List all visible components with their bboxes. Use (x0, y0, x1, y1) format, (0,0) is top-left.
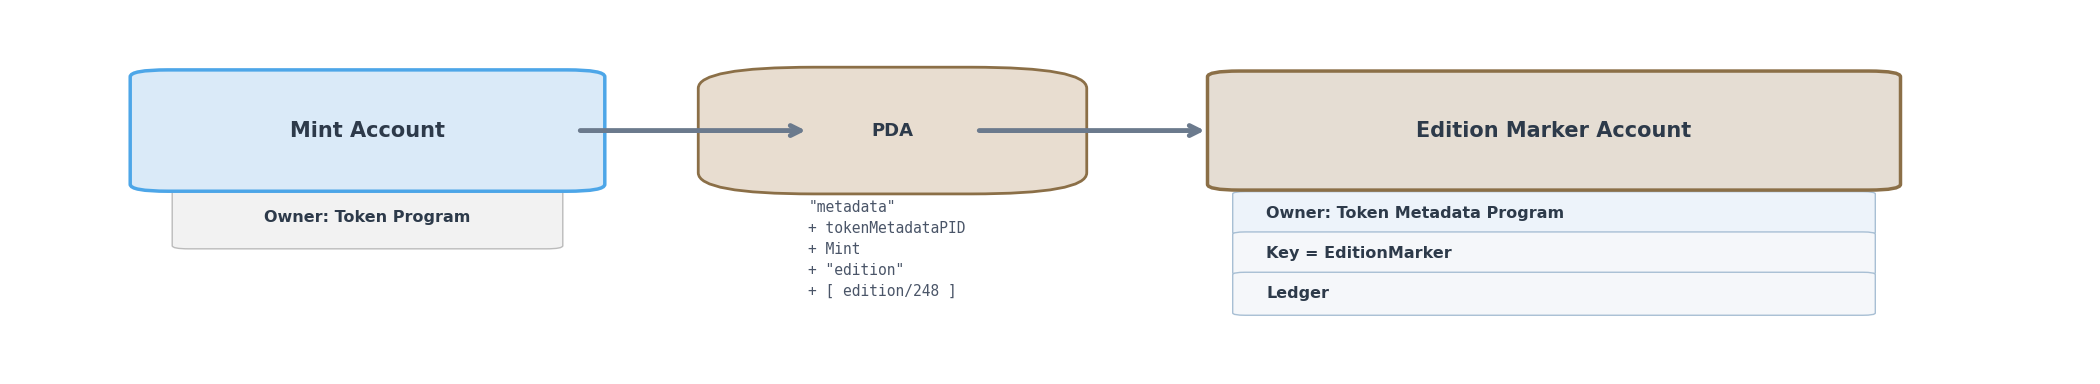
FancyBboxPatch shape (1233, 192, 1875, 235)
FancyBboxPatch shape (1233, 232, 1875, 275)
Text: "metadata": "metadata" (808, 200, 897, 215)
Text: Key = EditionMarker: Key = EditionMarker (1266, 246, 1451, 261)
Text: + [ edition/248 ]: + [ edition/248 ] (808, 284, 958, 299)
Text: Owner: Token Program: Owner: Token Program (265, 210, 470, 225)
Text: Mint Account: Mint Account (290, 121, 445, 141)
FancyBboxPatch shape (1208, 71, 1900, 190)
FancyBboxPatch shape (172, 187, 563, 249)
Text: Owner: Token Metadata Program: Owner: Token Metadata Program (1266, 205, 1564, 221)
Text: PDA: PDA (872, 122, 914, 139)
Text: Ledger: Ledger (1266, 286, 1329, 301)
Text: + "edition": + "edition" (808, 263, 905, 278)
FancyBboxPatch shape (1233, 272, 1875, 315)
Text: + Mint: + Mint (808, 242, 861, 257)
FancyBboxPatch shape (697, 67, 1088, 194)
FancyBboxPatch shape (130, 70, 605, 191)
Text: + tokenMetadataPID: + tokenMetadataPID (808, 221, 966, 236)
Text: Edition Marker Account: Edition Marker Account (1415, 121, 1693, 141)
